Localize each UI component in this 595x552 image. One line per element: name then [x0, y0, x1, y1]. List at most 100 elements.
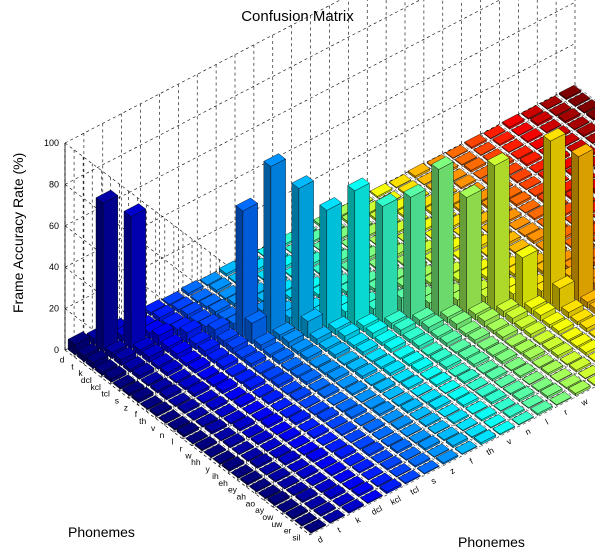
x-tick-label: y: [205, 464, 210, 474]
bar-s-kcl: [197, 337, 221, 358]
x-tick-label: k: [78, 368, 83, 378]
bar-sil-w: [568, 380, 591, 397]
bar-ow-kcl: [351, 458, 375, 474]
bar-ey-s: [353, 412, 376, 427]
z-tick-label: 40: [49, 262, 59, 272]
bar-sil-k: [341, 498, 364, 514]
bar-r-k: [223, 409, 246, 425]
bar-k-er: [558, 108, 581, 124]
bar-ey-n: [447, 362, 471, 378]
bar-s-s: [235, 197, 259, 338]
bar-k-k: [123, 203, 147, 350]
bar-ow-w: [540, 359, 564, 376]
bar-ah-l: [475, 359, 499, 375]
bar-f-kcl: [215, 353, 239, 372]
bar-f-t: [159, 383, 182, 401]
bar-ih-t: [240, 447, 264, 463]
bar-hh-kcl: [279, 403, 302, 419]
bar-uw-n: [493, 397, 516, 412]
bar-uw-s: [398, 446, 422, 462]
y-tick-label: l: [544, 417, 550, 427]
bar-er-t: [313, 501, 336, 517]
bar-sil-s: [416, 460, 440, 475]
bar-t-t: [95, 189, 119, 353]
bar-sil-hh: [586, 375, 595, 387]
bar-er-th: [464, 423, 488, 439]
bar-ah-s: [362, 418, 386, 434]
bar-t-ow: [511, 122, 534, 137]
bar-n-z: [299, 344, 323, 363]
x-tick-label: uw: [271, 519, 283, 529]
bar-t-uw: [530, 110, 553, 127]
x-tick-label: th: [139, 416, 146, 426]
bar-ao-s: [371, 425, 395, 441]
bar-dcl-t: [113, 346, 137, 367]
bar-kcl-er: [576, 122, 595, 138]
x-tick-label: eh: [218, 478, 228, 488]
bar-eh-d: [231, 464, 254, 479]
bar-er-f: [445, 432, 469, 449]
bar-n-n: [375, 193, 398, 323]
bar-ih-s: [335, 398, 358, 414]
bar-d-ow: [502, 113, 525, 130]
bar-ow-n: [484, 389, 507, 406]
bar-ow-dcl: [333, 469, 356, 484]
bar-ah-th: [419, 389, 442, 405]
bar-ao-ih: [579, 315, 595, 333]
bar-ih-th: [391, 368, 415, 384]
bar-v-f: [309, 325, 333, 346]
bar-ah-v: [438, 379, 461, 395]
bar-ao-tcl: [352, 435, 376, 451]
bar-ao-z: [390, 415, 414, 431]
bar-s-k: [159, 359, 183, 377]
bar-uw-kcl: [361, 466, 384, 481]
y-tick-label: d: [316, 534, 325, 545]
bar-ah-eh: [589, 301, 595, 315]
bar-ay-l: [494, 373, 517, 389]
bar-ay-dcl: [324, 461, 347, 477]
bar-w-dcl: [251, 406, 274, 422]
bar-uw-d: [285, 504, 309, 520]
bar-r-f: [336, 350, 360, 367]
bar-n-s: [280, 356, 304, 372]
bar-ow-y: [578, 339, 595, 357]
bar-d-eh: [407, 162, 431, 179]
bar-er-w: [559, 374, 582, 390]
bar-ah-y: [551, 318, 574, 336]
bar-sil-n: [511, 411, 534, 426]
bar-eh-dcl: [287, 434, 311, 450]
bar-ay-t: [286, 481, 309, 497]
x-tick-label: tcl: [101, 389, 110, 399]
x-tick-label: s: [115, 396, 119, 406]
bar-n-k: [205, 395, 228, 412]
bar-hh-t: [222, 433, 246, 449]
bar-d-y: [369, 183, 393, 199]
y-tick-label: k: [354, 514, 363, 525]
bar-ow-r: [521, 370, 545, 386]
bar-sil-d: [303, 518, 327, 534]
bar-z-ah: [509, 191, 532, 208]
bar-eh-v: [419, 365, 443, 381]
bar-l-dcl: [233, 392, 256, 409]
bar-ay-kcl: [342, 452, 366, 467]
x-tick-label: ah: [237, 491, 247, 501]
bar-eh-kcl: [306, 424, 330, 440]
bar-ay-f: [418, 412, 441, 428]
bar-hh-r: [449, 311, 472, 331]
bar-l-kcl: [252, 383, 275, 399]
bar-k-ay: [501, 138, 524, 154]
bar-er-hh: [577, 365, 595, 380]
bar-w-l: [421, 314, 444, 334]
bar-hh-dcl: [260, 412, 284, 429]
bar-uw-k: [323, 484, 346, 501]
bar-er-k: [332, 492, 355, 508]
bar-s-ao: [518, 175, 542, 191]
bar-ao-r: [503, 356, 527, 372]
bar-z-k: [169, 368, 192, 384]
bar-d-sil: [558, 85, 582, 101]
bar-ey-d: [240, 470, 263, 486]
bar-t-ay: [492, 131, 515, 147]
bar-l-f: [327, 341, 351, 360]
bar-ah-dcl: [305, 447, 329, 463]
bar-t-z: [209, 277, 232, 294]
